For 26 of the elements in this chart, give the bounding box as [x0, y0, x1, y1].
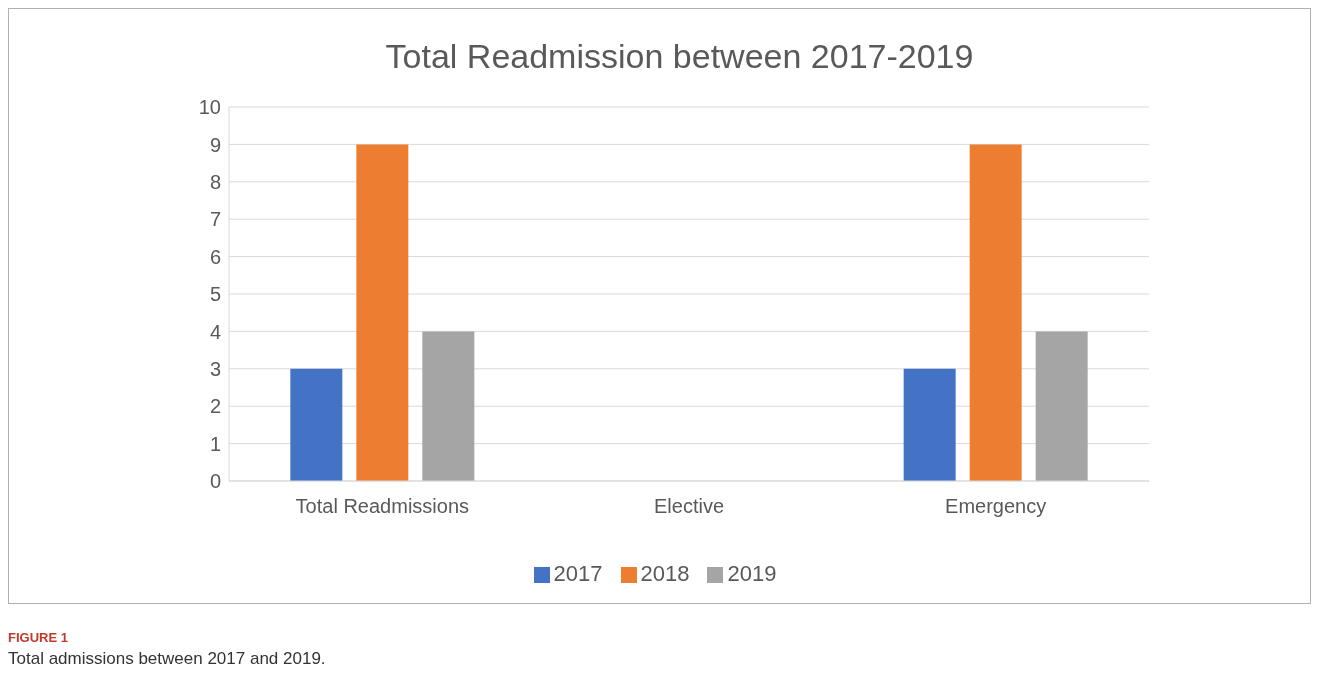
legend-label: 2019	[727, 561, 777, 586]
y-tick-label: 8	[209, 170, 221, 193]
bar	[903, 368, 956, 481]
y-tick-label: 2	[209, 395, 221, 418]
text: Total admissions between 2017 and 2019.	[8, 649, 327, 669]
y-tick-label: 1	[209, 432, 221, 455]
bar	[1035, 331, 1088, 481]
y-tick-label: 6	[209, 245, 221, 268]
caption: FIGURE 1	[8, 630, 69, 645]
x-tick-label: Total Readmissions	[295, 495, 470, 518]
y-tick-label: 0	[209, 470, 221, 493]
y-tick-label: 5	[209, 283, 221, 306]
legend-label: 2018	[640, 561, 690, 586]
bar	[422, 331, 475, 481]
x-tick-label: Emergency	[945, 495, 1047, 518]
legend-label: 2017	[553, 561, 603, 586]
x-tick-label: Elective	[653, 495, 725, 518]
y-tick-label: 4	[209, 320, 221, 343]
bar	[290, 368, 343, 481]
y-tick-label: 9	[209, 133, 221, 156]
bar	[356, 144, 409, 481]
y-tick-label: 7	[209, 208, 221, 231]
y-tick-label: 10	[198, 96, 221, 119]
bar	[969, 144, 1022, 481]
chart-title: Total Readmission between 2017-2019	[384, 37, 975, 77]
y-tick-label: 3	[209, 357, 221, 380]
